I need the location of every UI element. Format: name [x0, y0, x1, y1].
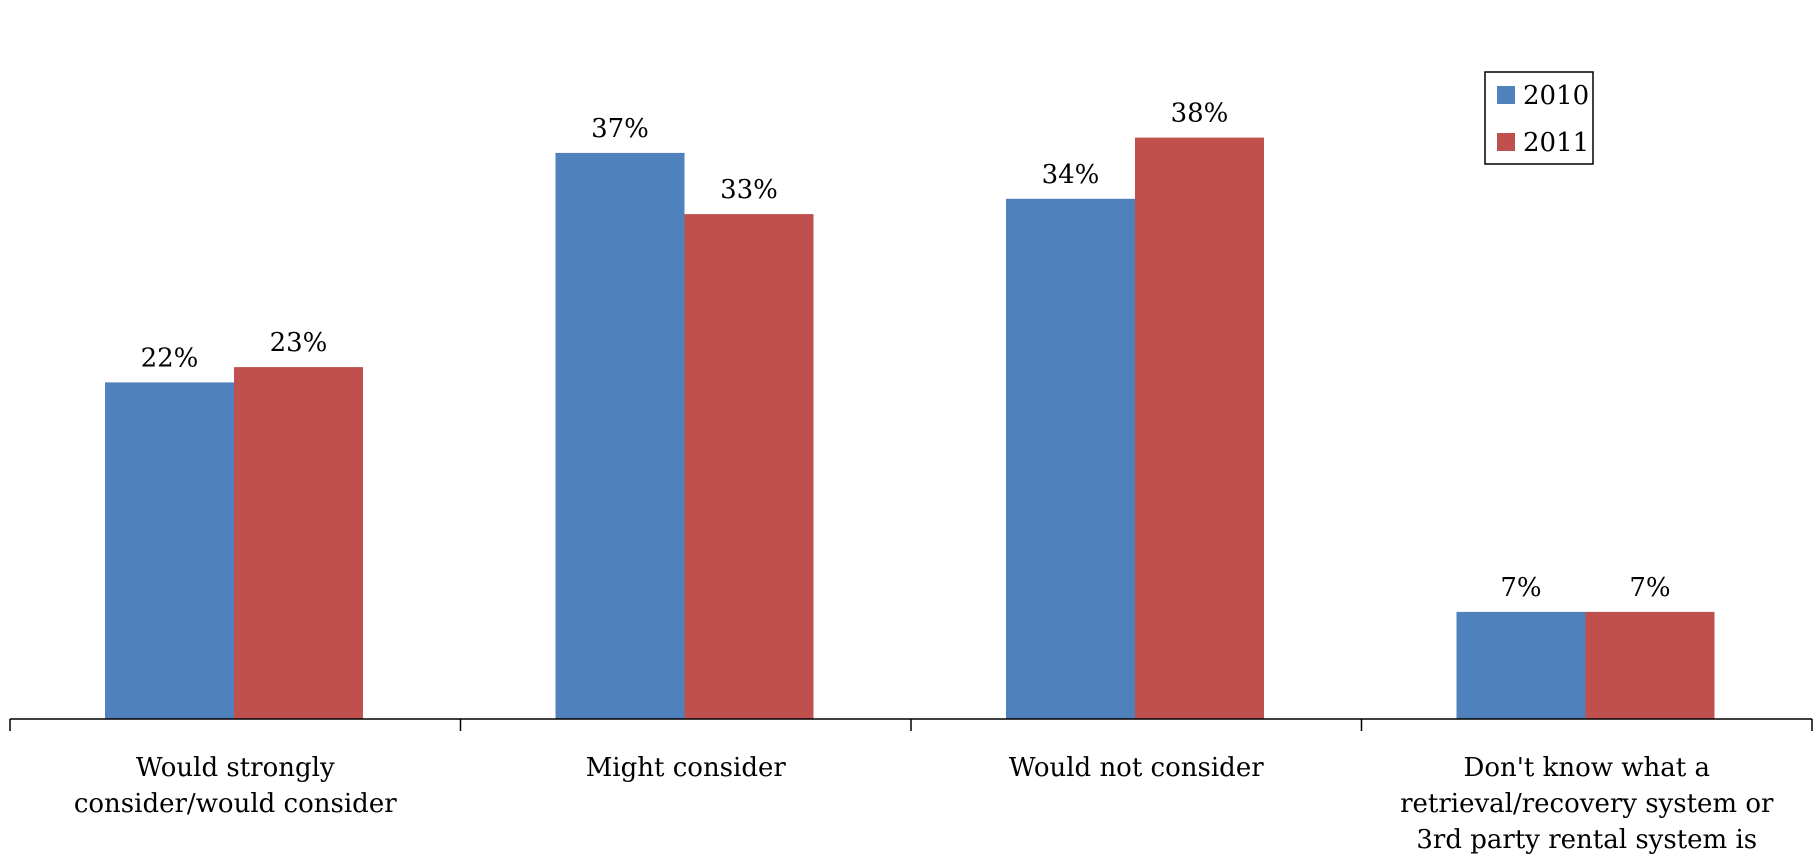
data-label-2011-0: 23%: [270, 328, 328, 358]
category-label-1-line-0: Might consider: [586, 753, 787, 783]
category-label-3-line-0: Don't know what a: [1464, 753, 1711, 783]
category-labels-group: Would strongly consider/would consider Mig…: [74, 753, 1774, 855]
category-label-3-line-1: retrieval/recovery system or: [1400, 789, 1774, 819]
data-label-2010-2: 34%: [1042, 160, 1100, 190]
x-axis: [9, 718, 1813, 731]
data-label-2010-3: 7%: [1500, 573, 1541, 603]
category-label-2-line-0: Would not consider: [1009, 753, 1264, 783]
bar-2011-2: [1135, 137, 1264, 720]
bar-2010-3: [1456, 611, 1586, 719]
bar-2010-1: [555, 152, 685, 719]
legend-label-2011: 2011: [1523, 128, 1589, 158]
data-label-2011-3: 7%: [1629, 573, 1670, 603]
legend: 2010 2011: [1484, 71, 1594, 165]
category-label-0-line-1: consider/would consider: [74, 789, 397, 819]
bar-2010-2: [1006, 198, 1135, 720]
legend-label-2010: 2010: [1523, 81, 1589, 111]
data-label-2011-1: 33%: [720, 175, 778, 205]
data-label-2010-0: 22%: [141, 343, 199, 373]
bar-2011-3: [1585, 611, 1715, 719]
legend-swatch-2011: [1497, 133, 1515, 151]
category-label-3-line-2: 3rd party rental system is: [1416, 825, 1757, 855]
data-label-2010-1: 37%: [591, 114, 649, 144]
category-label-0-line-0: Would strongly: [136, 753, 335, 783]
bar-labels-group: 22% 23% 37% 33% 34% 38% 7% 7%: [141, 99, 1671, 603]
bars-group: [105, 137, 1715, 720]
legend-swatch-2010: [1497, 86, 1515, 104]
bar-2010-0: [105, 382, 234, 719]
bar-2011-0: [234, 367, 363, 719]
bar-2011-1: [684, 214, 814, 719]
data-label-2011-2: 38%: [1171, 99, 1229, 129]
